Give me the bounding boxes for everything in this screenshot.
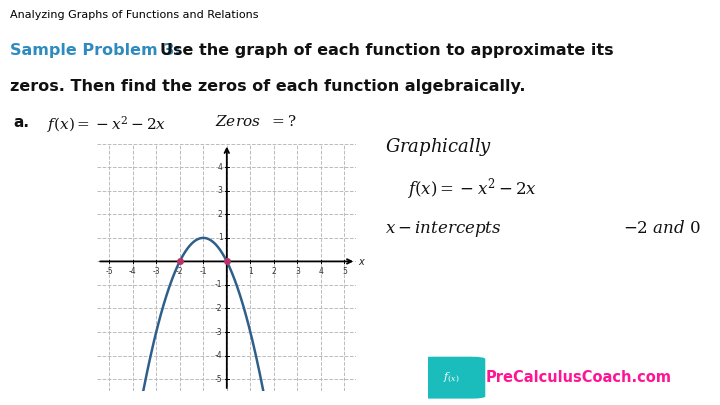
Text: $f_{(x)}$: $f_{(x)}$ xyxy=(443,370,459,385)
Text: 4: 4 xyxy=(217,163,222,172)
Text: Sample Problem 3:: Sample Problem 3: xyxy=(10,43,181,58)
Text: 3: 3 xyxy=(295,266,300,275)
Text: a.: a. xyxy=(13,115,29,130)
Text: -1: -1 xyxy=(199,266,207,275)
Text: -2: -2 xyxy=(215,304,222,313)
Text: Use the graph of each function to approximate its: Use the graph of each function to approx… xyxy=(160,43,613,58)
Text: -5: -5 xyxy=(105,266,113,275)
Text: $f(x) = -x^2 - 2x$: $f(x) = -x^2 - 2x$ xyxy=(47,114,166,135)
Text: -3: -3 xyxy=(215,328,222,337)
Text: Analyzing Graphs of Functions and Relations: Analyzing Graphs of Functions and Relati… xyxy=(10,10,258,20)
Text: $\mathit{Graphically}$: $\mathit{Graphically}$ xyxy=(385,136,492,158)
Text: zeros. Then find the zeros of each function algebraically.: zeros. Then find the zeros of each funct… xyxy=(10,79,526,94)
Text: 5: 5 xyxy=(342,266,347,275)
Text: $f(x) = -x^2 - 2x$: $f(x) = -x^2 - 2x$ xyxy=(407,176,536,202)
Text: -3: -3 xyxy=(153,266,160,275)
Text: 2: 2 xyxy=(218,210,222,219)
Text: -2: -2 xyxy=(176,266,184,275)
Text: 1: 1 xyxy=(218,233,222,242)
Text: PreCalculusCoach.com: PreCalculusCoach.com xyxy=(485,370,671,385)
Text: x: x xyxy=(358,257,364,267)
Text: -4: -4 xyxy=(215,351,222,360)
Text: 4: 4 xyxy=(318,266,323,275)
Text: 1: 1 xyxy=(248,266,253,275)
Text: $x - intercepts$: $x - intercepts$ xyxy=(385,219,502,239)
Text: $-2\ \mathit{and}\ 0$: $-2\ \mathit{and}\ 0$ xyxy=(623,219,701,237)
Text: -4: -4 xyxy=(129,266,137,275)
Text: 2: 2 xyxy=(271,266,276,275)
Text: -5: -5 xyxy=(215,375,222,384)
FancyBboxPatch shape xyxy=(417,357,485,399)
Text: 3: 3 xyxy=(217,186,222,195)
Text: -1: -1 xyxy=(215,280,222,290)
Text: $\mathit{Zeros}\ \ =?$: $\mathit{Zeros}\ \ =?$ xyxy=(215,114,297,129)
